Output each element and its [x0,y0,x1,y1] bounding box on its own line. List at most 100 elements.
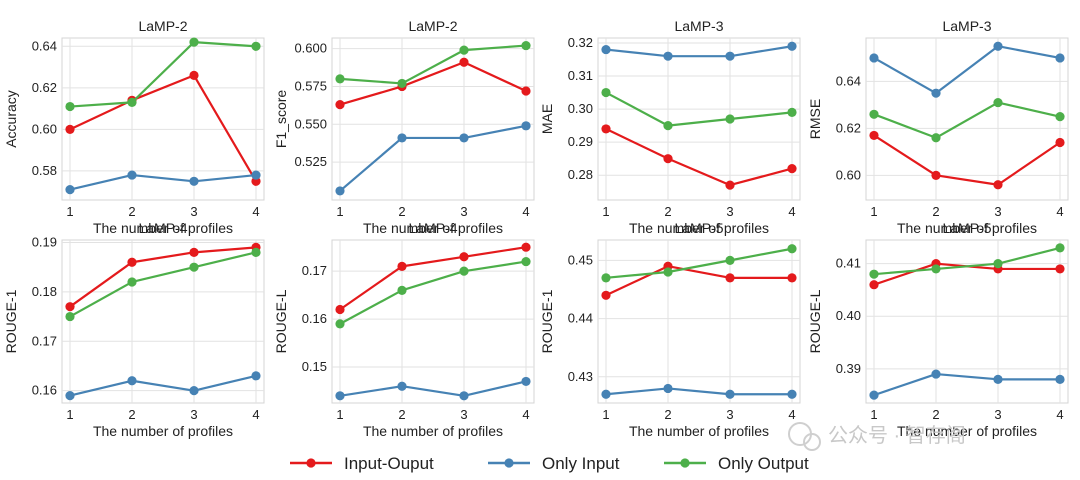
x-tick-label: 1 [870,407,877,422]
x-tick-label: 4 [252,407,259,422]
series-line-input-ouput [69,74,257,182]
y-tick-label: 0.62 [32,80,57,95]
data-point [869,280,879,290]
y-tick-label: 0.44 [568,311,593,326]
y-tick-label: 0.18 [32,284,57,299]
data-point [931,264,941,274]
y-axis-label: ROUGE-L [273,289,289,353]
x-tick-label: 1 [602,407,609,422]
data-point [335,74,345,84]
data-point [993,374,1003,384]
y-tick-label: 0.64 [836,73,861,88]
x-tick-label: 4 [1056,204,1063,219]
data-point [251,41,261,51]
x-tick-label: 3 [726,407,733,422]
y-tick-label: 0.29 [568,134,593,149]
legend-label: Only Input [542,454,620,473]
x-tick-label: 4 [788,204,795,219]
x-tick-label: 3 [994,407,1001,422]
x-tick-label: 2 [128,204,135,219]
y-tick-label: 0.525 [294,154,327,169]
data-point [251,170,261,180]
data-point [521,256,531,267]
data-point [397,133,407,143]
y-tick-label: 0.31 [568,68,593,83]
y-tick-label: 0.58 [32,163,57,178]
y-axis-label: Accuracy [3,90,19,148]
data-point [663,267,673,277]
x-tick-label: 3 [460,204,467,219]
series-line-only-input [339,380,527,397]
y-tick-label: 0.64 [32,38,57,53]
subplot-title: LaMP-2 [408,18,457,34]
data-point [459,391,469,401]
x-tick-label: 4 [788,407,795,422]
subplot-title: LaMP-5 [942,220,991,236]
legend: Input-Ouput Only Input Only Output [290,454,809,473]
data-point [869,53,879,63]
data-point [521,86,531,96]
data-point [127,376,137,386]
data-point [127,257,137,267]
x-tick-label: 1 [336,407,343,422]
y-tick-label: 0.40 [836,308,861,323]
data-point [601,87,611,98]
data-point [993,41,1003,51]
watermark-text: 公众号 · 智存阁 [828,424,966,447]
series-line-input-ouput [339,246,527,311]
legend-label: Input-Ouput [344,454,434,473]
series-line-only-input [605,387,792,396]
plot-area [597,239,801,404]
series-line-only-output [339,44,527,85]
data-point [189,247,199,257]
x-axis-label: The number of profiles [363,423,503,439]
y-tick-label: 0.28 [568,167,593,182]
x-tick-label: 3 [726,204,733,219]
subplot-title: LaMP-2 [138,18,187,34]
data-point [725,51,735,61]
x-tick-label: 4 [522,407,529,422]
data-point [251,247,261,257]
x-axis-label: The number of profiles [629,220,769,236]
data-point [397,78,407,89]
data-point [1055,374,1065,384]
data-point [931,170,941,180]
data-point [521,40,531,51]
data-point [869,390,879,400]
wechat-icon-bubble [803,433,821,451]
data-point [189,70,199,80]
plot-area [331,239,535,404]
data-point [787,389,797,399]
series-line-only-output [605,91,793,127]
series-line-only-output [605,247,793,279]
data-point [1055,53,1065,63]
data-point [787,273,797,283]
x-tick-label: 2 [398,204,405,219]
x-tick-label: 4 [252,204,259,219]
y-tick-label: 0.39 [836,361,861,376]
data-point [189,262,199,272]
y-tick-label: 0.60 [836,167,861,182]
data-point [931,88,941,98]
data-point [189,386,199,396]
data-point [335,186,345,196]
x-tick-label: 1 [870,204,877,219]
plot-area [61,239,265,404]
data-point [335,304,345,315]
data-point [787,107,797,117]
data-point [459,133,469,143]
data-point [65,185,75,195]
data-point [993,97,1003,108]
data-point [189,176,199,186]
series-line-only-output [339,260,527,325]
series-line-only-output [69,41,257,108]
watermark: 公众号 · 智存阁 [788,422,966,451]
data-point [869,269,879,279]
data-point [993,180,1003,190]
data-point [127,97,137,107]
data-point [601,290,611,300]
wechat-icon [788,422,812,446]
series-line-only-input [873,372,1060,397]
